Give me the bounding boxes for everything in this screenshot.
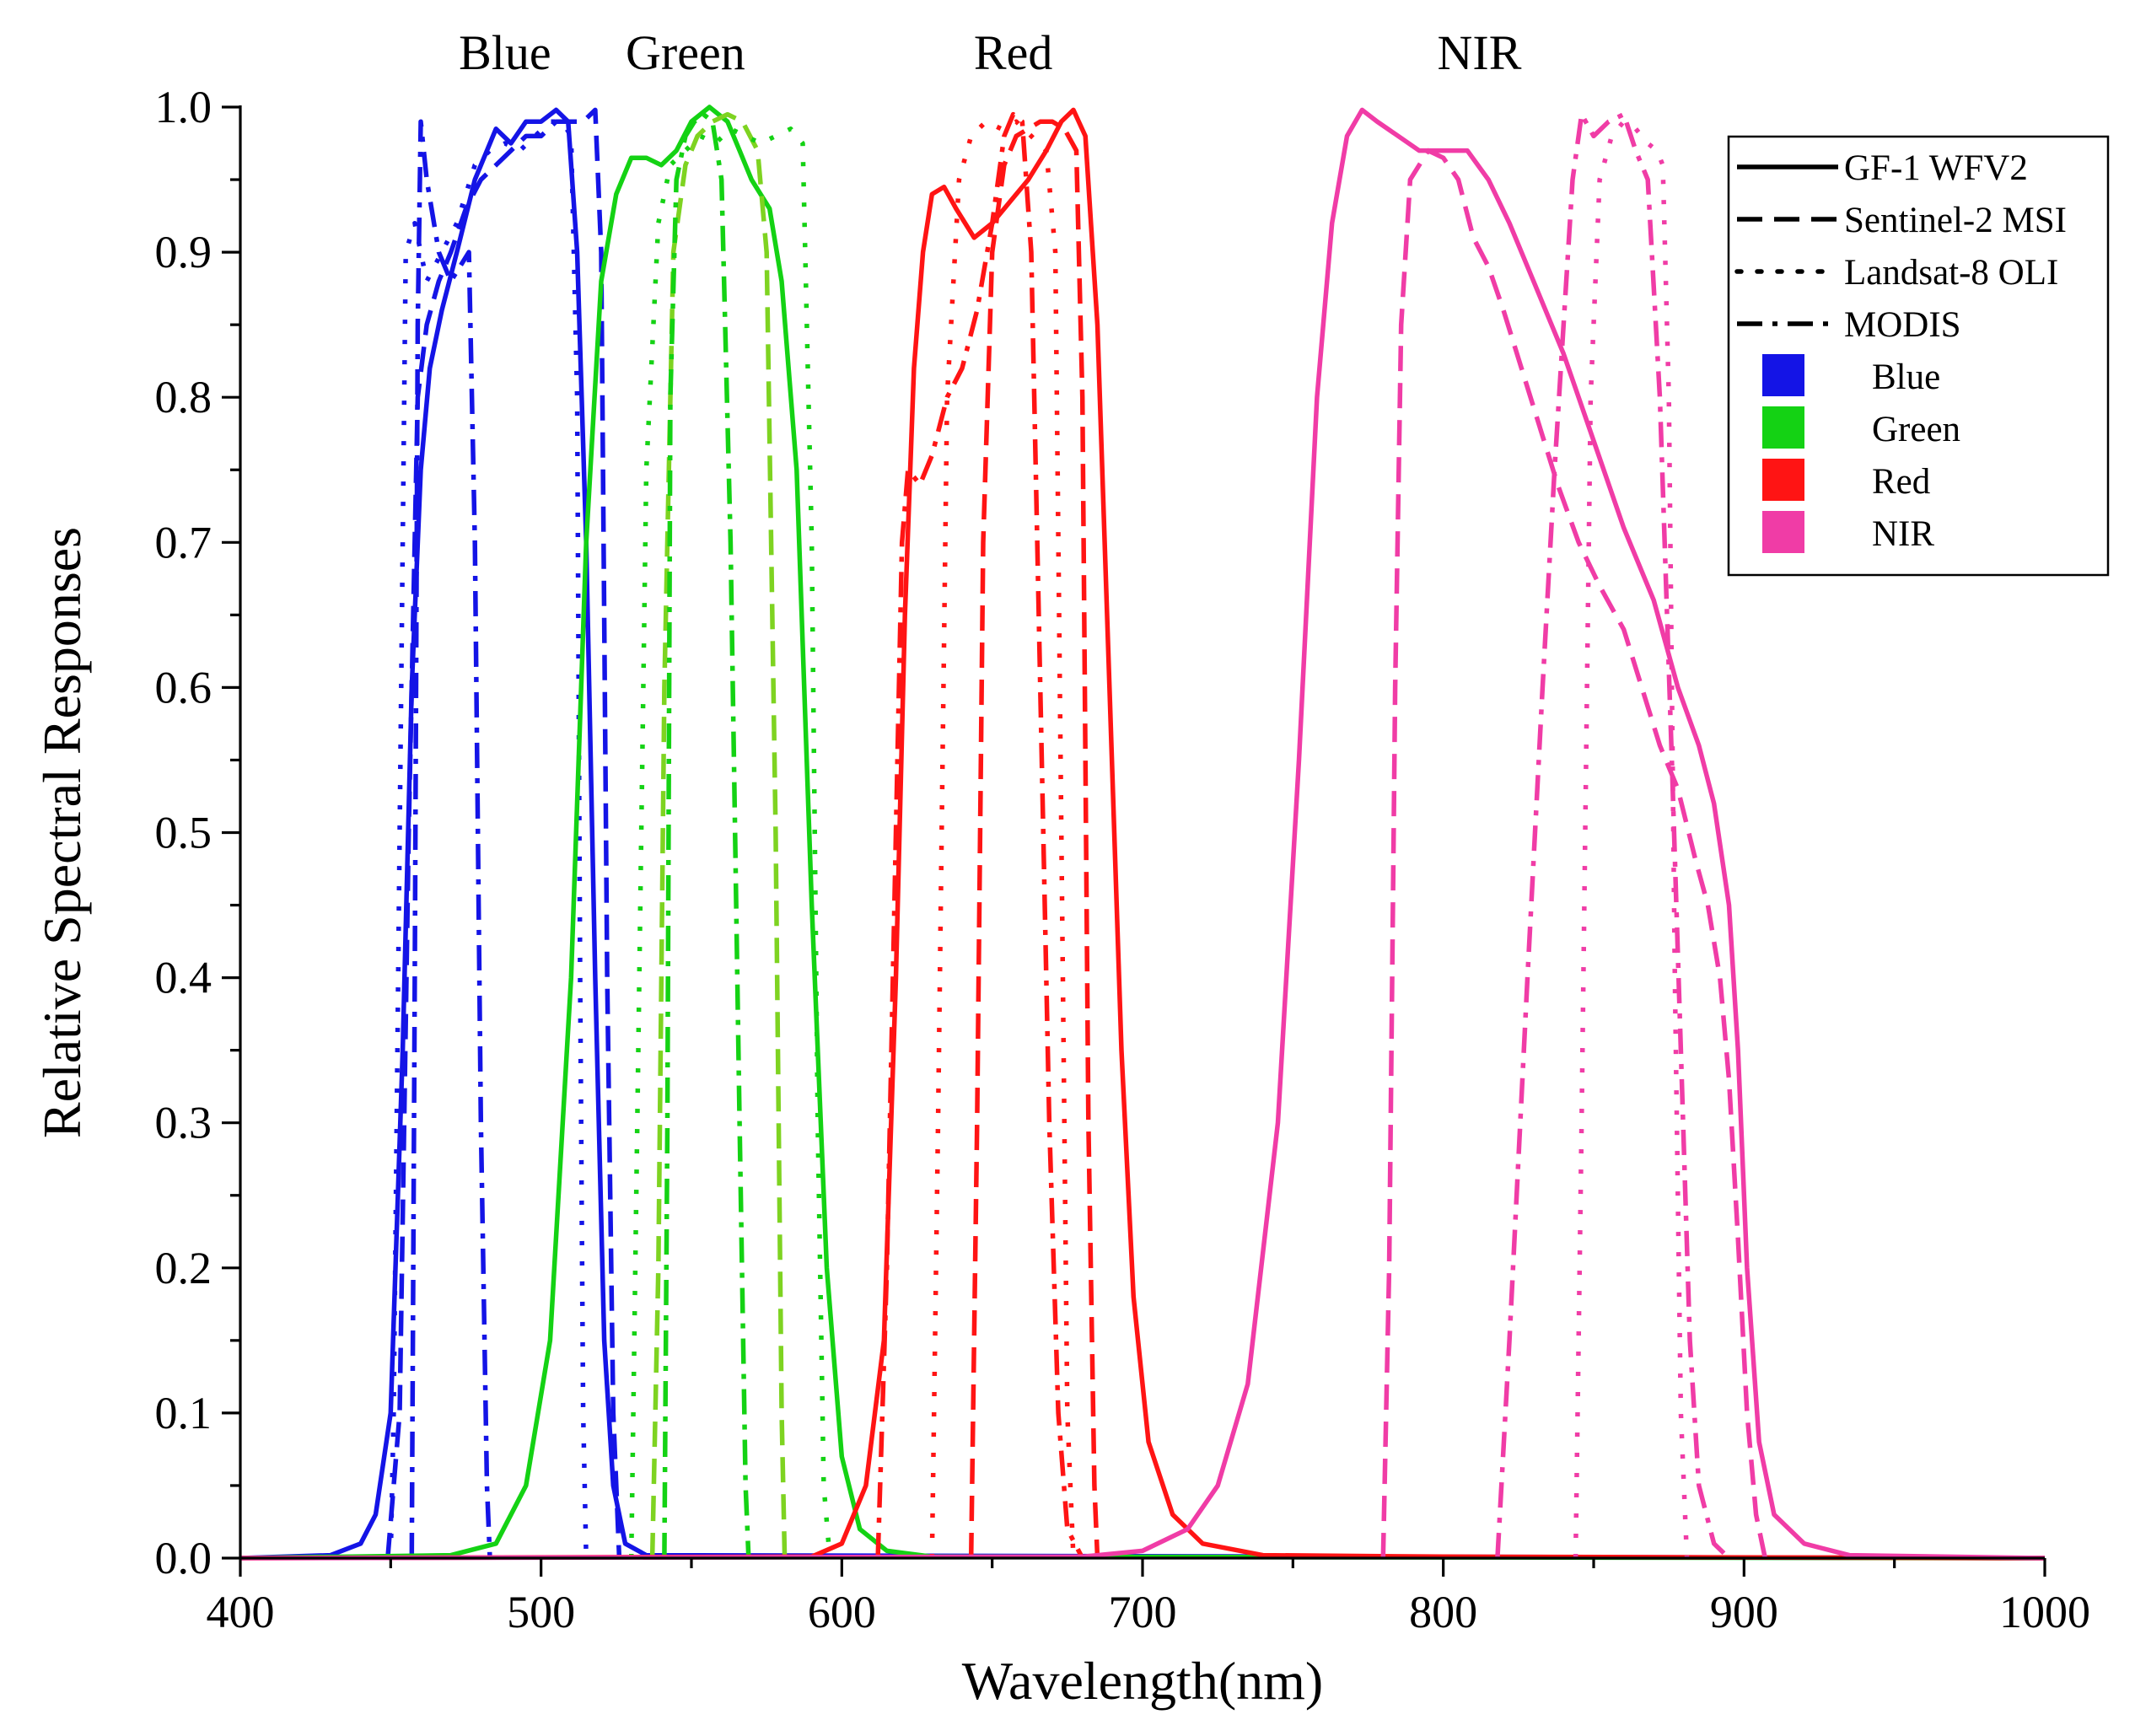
legend-label-band: Green — [1872, 410, 1960, 449]
series-gf-1-wfv2-green — [239, 105, 2046, 1561]
legend-label-band: NIR — [1872, 514, 1934, 554]
band-label-blue: Blue — [459, 25, 551, 80]
x-tick-label: 500 — [507, 1587, 575, 1637]
legend: GF-1 WFV2 Sentinel-2 MSI Landsat-8 OLI MODI… — [1727, 135, 2110, 577]
x-tick-label: 700 — [1109, 1587, 1177, 1637]
y-tick-label: 0.1 — [155, 1388, 212, 1438]
band-label-red: Red — [974, 25, 1052, 80]
x-tick-label: 600 — [808, 1587, 876, 1637]
x-tick-label: 400 — [207, 1587, 275, 1637]
series-landsat-8-oli-blue — [388, 119, 589, 1559]
series-sentinel-2-msi-nir — [1380, 148, 1767, 1559]
y-tick-label: 0.5 — [155, 808, 212, 858]
band-label-green: Green — [626, 25, 745, 80]
legend-swatch-nir — [1762, 511, 1804, 553]
series-landsat-8-oli-red — [929, 119, 1076, 1559]
series-landsat-8-oli-nir — [1573, 119, 1690, 1559]
legend-label-sensor: Sentinel-2 MSI — [1844, 201, 2067, 240]
band-labels: Blue Green Red NIR — [459, 25, 1522, 80]
y-tick-label: 0.0 — [155, 1533, 212, 1583]
series-modis-red — [875, 111, 1085, 1560]
y-axis-title: Relative Spectral Responses — [32, 527, 92, 1138]
axes: 0.0 0.1 0.2 0.3 0.4 0.5 0.6 0.7 0.8 0.9 1.0 400 500 6… — [155, 82, 2091, 1637]
legend-label-band: Blue — [1872, 357, 1940, 397]
x-tick-label: 800 — [1409, 1587, 1477, 1637]
y-tick-label: 0.7 — [155, 517, 212, 567]
y-tick-label: 0.4 — [155, 953, 212, 1003]
series-modis-nir — [1495, 111, 1731, 1560]
y-tick-label: 0.2 — [155, 1243, 212, 1293]
band-label-nir: NIR — [1438, 25, 1522, 80]
x-tick-label: 900 — [1710, 1587, 1778, 1637]
y-tick-label: 1.0 — [155, 82, 212, 132]
y-tick-label: 0.6 — [155, 662, 212, 712]
y-tick-label: 0.3 — [155, 1098, 212, 1148]
series-gf-1-wfv2-nir — [239, 107, 2046, 1561]
legend-label-band: Red — [1872, 462, 1930, 502]
series-sentinel-2-msi-red — [968, 119, 1100, 1559]
legend-swatch-blue — [1762, 354, 1804, 396]
series-sentinel-2-msi-green — [649, 111, 788, 1559]
y-tick-label: 0.8 — [155, 372, 212, 422]
legend-label-sensor: Landsat-8 OLI — [1844, 253, 2058, 293]
curves-layer — [239, 105, 2046, 1561]
legend-label-sensor: MODIS — [1844, 305, 1961, 345]
series-modis-green — [662, 111, 751, 1559]
legend-label-sensor: GF-1 WFV2 — [1844, 148, 2028, 188]
series-sentinel-2-msi-blue — [385, 107, 622, 1559]
x-axis-title: Wavelength(nm) — [962, 1651, 1323, 1711]
x-tick-label: 1000 — [1999, 1587, 2090, 1637]
legend-swatch-green — [1762, 406, 1804, 449]
y-tick-label: 0.9 — [155, 227, 212, 277]
legend-swatch-red — [1762, 459, 1804, 501]
series-modis-blue — [409, 119, 492, 1559]
